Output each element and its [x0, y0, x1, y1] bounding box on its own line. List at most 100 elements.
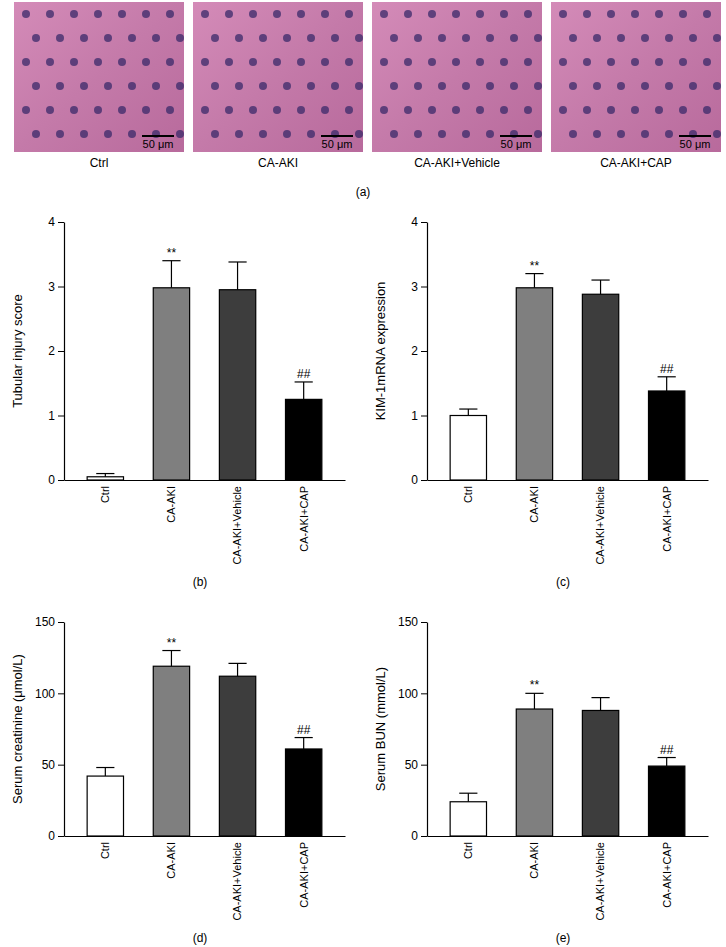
nucleus [452, 10, 460, 18]
y-tick-mark [58, 287, 64, 288]
nucleus [22, 106, 30, 114]
error-bar-stem [237, 262, 238, 290]
y-tick: 100 [35, 687, 64, 701]
y-tick-label: 0 [48, 473, 55, 487]
scale-bar-label: 50 μm [143, 138, 174, 150]
error-bar-cap [591, 697, 609, 698]
image-area [193, 2, 363, 152]
bar [219, 676, 255, 836]
y-axis-line [427, 623, 428, 837]
error-bar-cap [162, 260, 180, 261]
nucleus [70, 10, 78, 18]
error-bar-stem [600, 280, 601, 294]
nucleus [142, 58, 150, 66]
nucleus [94, 58, 102, 66]
y-tick-mark [58, 351, 64, 352]
y-tick-label: 2 [48, 344, 55, 358]
nucleus [404, 58, 412, 66]
x-tick-label: CA-AKI [528, 842, 540, 879]
nucleus [689, 82, 697, 90]
bar [153, 666, 189, 836]
x-tick: CA-AKI+CAP [298, 480, 310, 552]
nucleus [307, 130, 315, 138]
nucleus [500, 106, 508, 114]
chart: **##01234CtrlCA-AKICA-AKI+VehicleCA-AKI+… [10, 215, 346, 589]
y-tick-label: 3 [48, 280, 55, 294]
y-tick: 4 [48, 215, 64, 229]
nucleus [593, 34, 601, 42]
y-tick-mark [421, 287, 427, 288]
nucleus [486, 82, 494, 90]
x-axis-line [65, 836, 346, 837]
error-bar-stem [666, 377, 667, 391]
y-tick-label: 2 [411, 344, 418, 358]
error-bar [162, 651, 180, 667]
nucleus [583, 58, 591, 66]
nucleus [94, 10, 102, 18]
nucleus [355, 82, 363, 90]
nucleus [462, 130, 470, 138]
x-tick-label: CA-AKI+CAP [661, 842, 673, 908]
y-tick: 4 [411, 215, 427, 229]
nucleus [152, 82, 160, 90]
nucleus [390, 82, 398, 90]
nucleus [355, 34, 363, 42]
nucleus [225, 58, 233, 66]
plot-area [87, 651, 322, 836]
nucleus [593, 130, 601, 138]
error-bar-cap [295, 737, 313, 738]
x-tick-label: CA-AKI [165, 842, 177, 879]
nucleus [80, 34, 88, 42]
y-tick-label: 1 [411, 409, 418, 423]
nucleus [331, 82, 339, 90]
nucleus [56, 34, 64, 42]
nucleus [46, 58, 54, 66]
nucleus [104, 130, 112, 138]
error-bar [658, 377, 676, 391]
nucleus [307, 82, 315, 90]
image-caption: Ctrl [90, 156, 109, 170]
y-tick-mark [58, 622, 64, 623]
nucleus [225, 106, 233, 114]
chart: **##01234CtrlCA-AKICA-AKI+VehicleCA-AKI+… [373, 215, 709, 589]
y-tick-mark [421, 222, 427, 223]
bar [516, 288, 552, 480]
nucleus [46, 106, 54, 114]
nucleus [273, 106, 281, 114]
y-tick-label: 0 [411, 473, 418, 487]
histology-image: 50 μm [551, 2, 721, 152]
error-bar [228, 262, 246, 290]
nucleus [607, 10, 615, 18]
nucleus [259, 130, 267, 138]
nucleus [462, 82, 470, 90]
error-bar [591, 280, 609, 294]
x-tick: CA-AKI [528, 480, 540, 523]
figure: 50 μmCtrl50 μmCA-AKI50 μmCA-AKI+Vehicle5… [0, 0, 726, 947]
nucleus [166, 106, 174, 114]
error-bar-stem [105, 768, 106, 777]
nucleus [414, 34, 422, 42]
x-tick-label: CA-AKI+CAP [298, 486, 310, 552]
plot-area [87, 261, 322, 480]
x-axis-line [65, 480, 346, 481]
nucleus [273, 58, 281, 66]
nucleus [235, 130, 243, 138]
nucleus [390, 130, 398, 138]
y-axis-title: Serum BUN (mmol/L) [373, 667, 388, 791]
y-tick-label: 50 [405, 758, 419, 772]
nucleus [345, 10, 353, 18]
nucleus [438, 82, 446, 90]
error-bar-stem [666, 758, 667, 767]
nucleus [500, 58, 508, 66]
y-axis: 01234 [48, 215, 64, 487]
x-tick-label: Ctrl [99, 486, 111, 503]
y-tick: 0 [411, 829, 427, 843]
x-tick-label: CA-AKI+CAP [298, 842, 310, 908]
nucleus [283, 34, 291, 42]
nucleus [235, 34, 243, 42]
nucleus [559, 58, 567, 66]
y-axis-title: KIM-1mRNA expression [373, 282, 388, 421]
nucleus [297, 106, 305, 114]
x-tick: CA-AKI+Vehicle [231, 480, 243, 565]
nucleus [249, 106, 257, 114]
